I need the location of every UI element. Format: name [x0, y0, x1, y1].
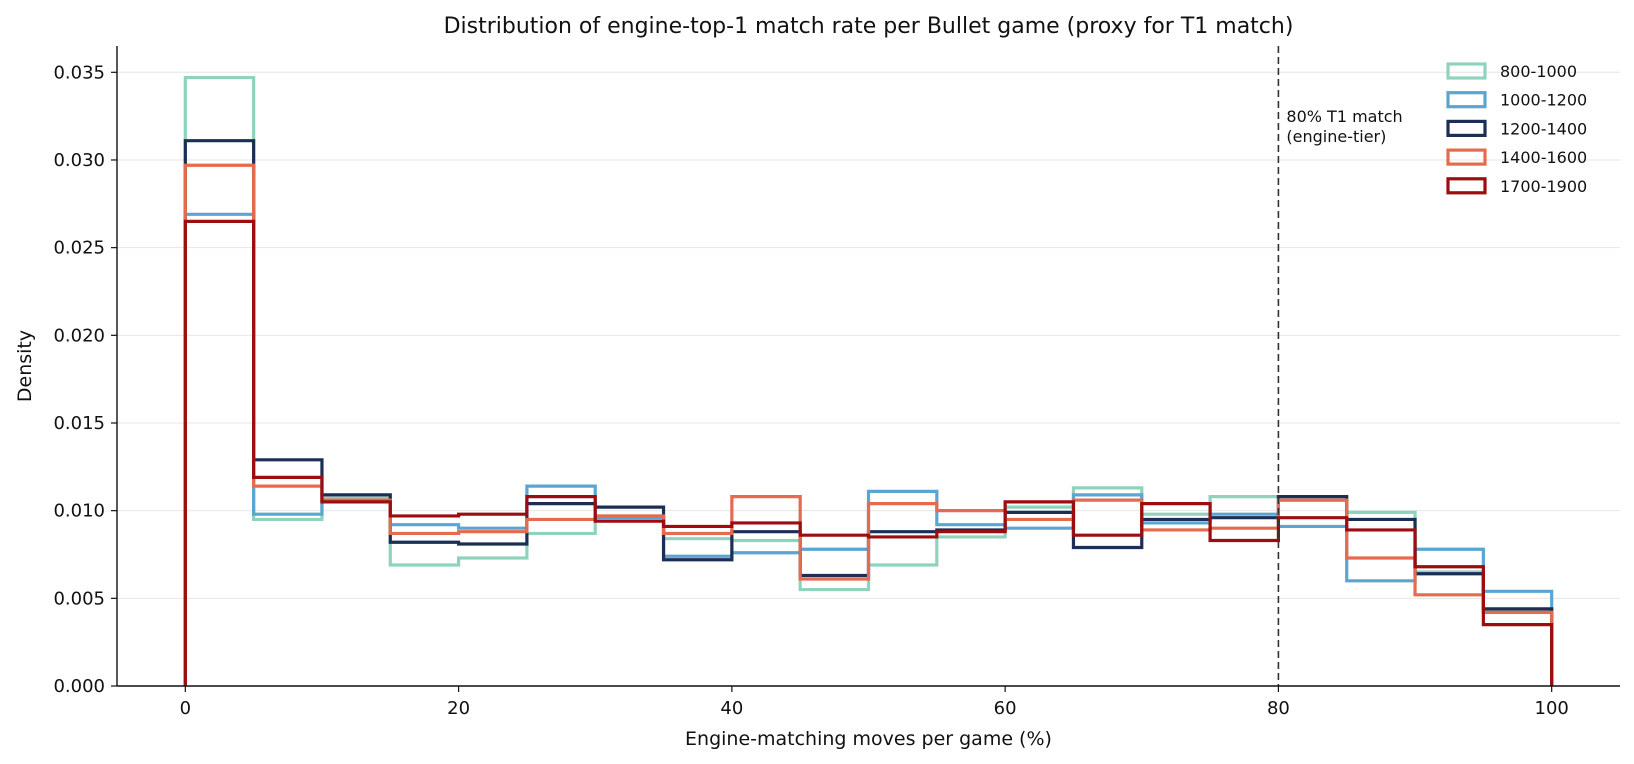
y-tick-label: 0.025: [53, 238, 105, 259]
y-axis-ticks: 0.000 0.005 0.010 0.015 0.020 0.025 0.030 0.035: [53, 62, 117, 697]
histogram-series: [183, 75, 1554, 686]
y-tick-label: 0.010: [53, 501, 105, 522]
x-tick-label: 80: [1267, 698, 1290, 719]
y-tick-label: 0.005: [53, 588, 105, 609]
axes: [116, 46, 1620, 687]
chart-title: Distribution of engine-top-1 match rate …: [444, 14, 1294, 39]
x-tick-label: 60: [994, 698, 1017, 719]
legend: 800-1000 1000-1200 1200-1400 1400-1600 1700-…: [1446, 62, 1587, 196]
series-line-1200-1400: [183, 139, 1554, 686]
y-tick-label: 0.020: [53, 325, 105, 346]
legend-swatch: [1446, 177, 1487, 195]
y-tick-label: 0.015: [53, 413, 105, 434]
y-tick-label: 0.030: [53, 150, 105, 171]
y-tick-label: 0.035: [53, 62, 105, 83]
legend-swatch: [1446, 148, 1487, 166]
legend-swatch: [1446, 62, 1487, 80]
legend-label: 1200-1400: [1500, 119, 1587, 138]
x-tick-label: 0: [180, 698, 191, 719]
grid-lines: [117, 71, 1620, 599]
y-axis-title: Density: [14, 330, 36, 402]
x-tick-label: 20: [447, 698, 470, 719]
legend-label: 800-1000: [1500, 62, 1577, 81]
y-tick-label: 0.000: [53, 676, 105, 697]
legend-swatch: [1446, 91, 1487, 109]
series-line-1000-1200: [183, 212, 1554, 686]
x-tick-label: 40: [720, 698, 743, 719]
legend-swatch: [1446, 119, 1487, 138]
legend-label: 1000-1200: [1500, 91, 1587, 110]
reference-label-line1: 80% T1 match: [1286, 107, 1402, 126]
x-tick-label: 100: [1535, 698, 1569, 719]
x-axis-ticks: 0 20 40 60 80 100: [180, 686, 1569, 719]
series-line-800-1000: [183, 75, 1554, 686]
series-line-1400-1600: [183, 163, 1554, 686]
legend-label: 1400-1600: [1500, 148, 1587, 167]
x-axis-title: Engine-matching moves per game (%): [685, 728, 1052, 750]
series-line-1700-1900: [183, 219, 1554, 686]
reference-label-line2: (engine-tier): [1286, 127, 1386, 146]
legend-label: 1700-1900: [1500, 177, 1587, 196]
